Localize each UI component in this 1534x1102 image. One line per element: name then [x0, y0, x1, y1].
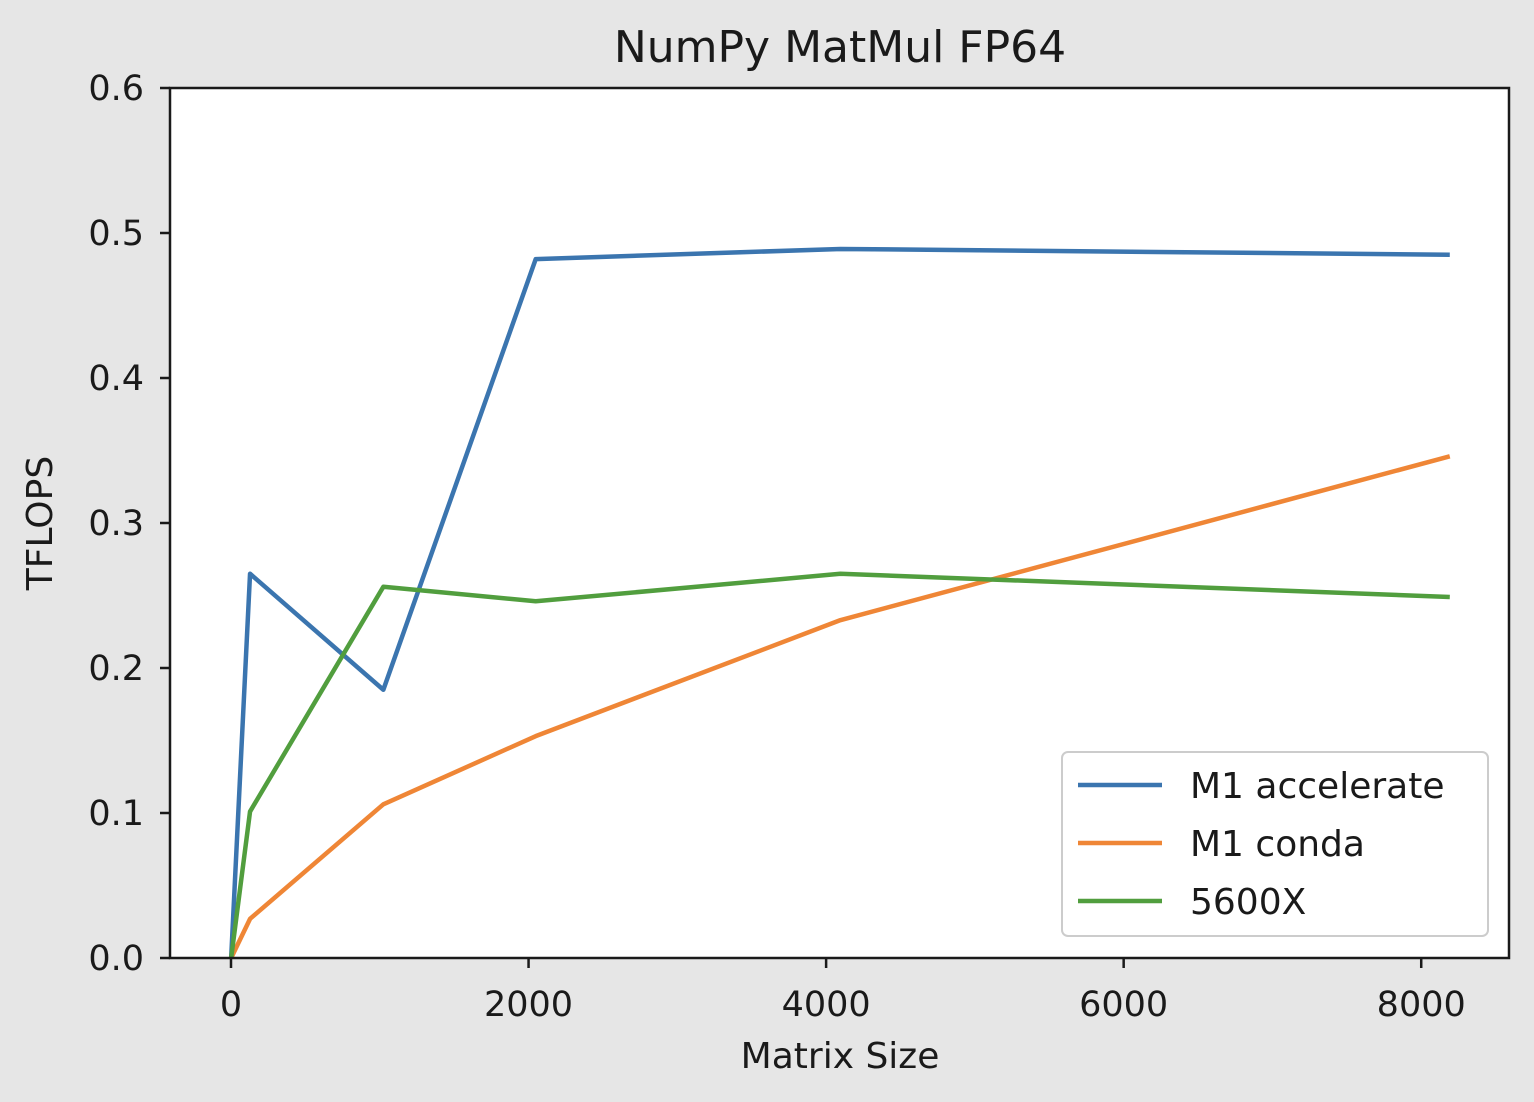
chart-title: NumPy MatMul FP64	[614, 22, 1066, 73]
series-line-5600x	[228, 571, 1450, 959]
plot-frame	[168, 86, 1511, 960]
legend-label: M1 conda	[1190, 824, 1365, 865]
y-tick-label: 0.1	[88, 794, 144, 834]
y-tick-label: 0.2	[88, 649, 144, 689]
legend-label: 5600X	[1190, 882, 1306, 923]
x-tick-label: 0	[220, 985, 242, 1025]
series-lines	[228, 246, 1451, 959]
series-line-m1-conda	[229, 454, 1451, 959]
y-tick-label: 0.0	[88, 939, 144, 979]
y-axis-label: TFLOPS	[20, 456, 61, 591]
y-tick-label: 0.6	[88, 69, 144, 109]
x-tick-label: 2000	[484, 985, 573, 1025]
x-tick-label: 4000	[782, 985, 871, 1025]
legend-box	[1061, 751, 1489, 937]
x-tick-label: 8000	[1377, 985, 1466, 1025]
y-tick-label: 0.3	[88, 504, 144, 544]
legend: M1 accelerate M1 conda 5600X	[1061, 751, 1489, 937]
y-axis-ticks: 0.0 0.1 0.2 0.3 0.4 0.5 0.6	[88, 69, 170, 979]
x-axis-label: Matrix Size	[741, 1036, 940, 1077]
y-tick-label: 0.4	[88, 359, 144, 399]
x-axis-ticks: 0 2000 4000 6000 8000	[220, 958, 1466, 1025]
legend-label: M1 accelerate	[1190, 766, 1444, 807]
y-tick-label: 0.5	[88, 214, 144, 254]
x-tick-label: 6000	[1079, 985, 1168, 1025]
series-line-m1-accelerate	[228, 246, 1450, 959]
